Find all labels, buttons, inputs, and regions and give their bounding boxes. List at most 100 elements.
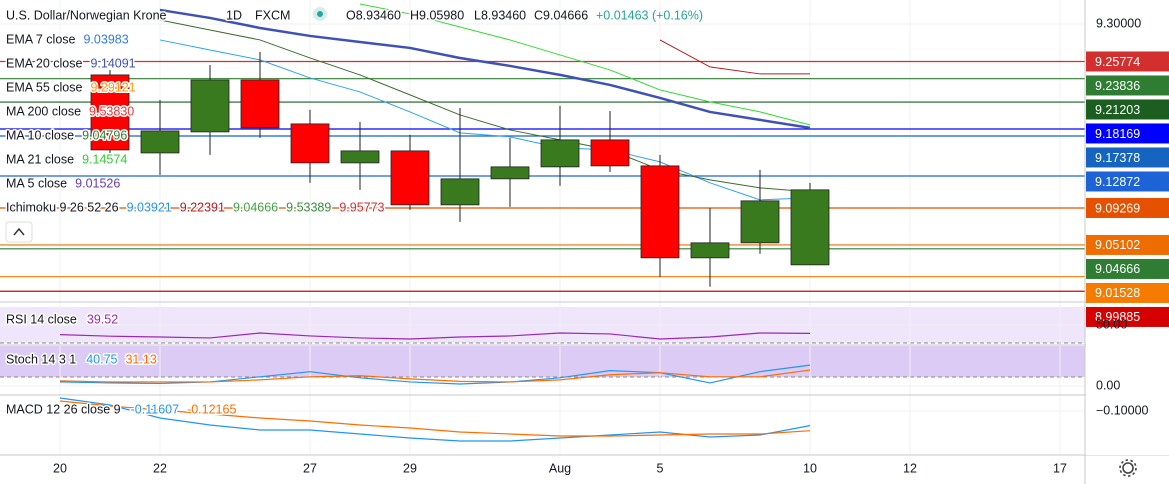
candle-body: [490, 166, 530, 180]
x-tick-label: 17: [1053, 461, 1067, 475]
price-label: 9.17378: [1095, 151, 1140, 165]
candle-body: [540, 139, 580, 168]
change: +0.01463 (+0.16%): [596, 8, 703, 22]
price-label-box: [1086, 197, 1169, 218]
price-label: 8.99885: [1095, 310, 1140, 324]
legend-name: EMA 20 close: [6, 56, 82, 70]
price-label: 9.09269: [1095, 201, 1140, 215]
legend-value: 9.03983: [83, 32, 128, 46]
legend-name: MA 200 close: [6, 104, 81, 118]
price-label-box: [1086, 147, 1169, 168]
candle-body: [640, 165, 680, 259]
candle-body: [190, 79, 230, 133]
legend-value: 9.29121: [90, 80, 135, 94]
indicator-line: [159, 39, 811, 201]
price-label-box: [1086, 99, 1169, 120]
legend-name: MA 10 close: [6, 128, 74, 142]
candle-body: [390, 150, 430, 206]
legend-name: MA 21 close: [6, 152, 74, 166]
price-label-box: [1086, 51, 1169, 72]
pane-value: -0.12165: [187, 402, 236, 416]
candle-body: [690, 242, 730, 259]
candle-body: [590, 139, 630, 167]
close: C9.04666: [534, 8, 588, 22]
gear-teeth[interactable]: [1119, 459, 1137, 477]
legend-value: 9.01526: [75, 176, 120, 190]
collapse-icon[interactable]: [13, 227, 25, 236]
low: L8.93460: [474, 8, 526, 22]
candle-body: [90, 74, 130, 151]
candle-body: [740, 200, 780, 244]
price-label: 9.18169: [1095, 127, 1140, 141]
y-tick-label: 9.30000: [1096, 16, 1141, 30]
x-tick-label: 22: [153, 461, 167, 475]
legend-name: MA 5 close: [6, 176, 67, 190]
price-label-box: [1086, 282, 1169, 303]
candle-body: [340, 150, 380, 164]
x-tick-label: Aug: [549, 461, 571, 475]
x-tick-label: 27: [303, 461, 317, 475]
candle-body: [440, 178, 480, 206]
price-label: 9.25774: [1095, 55, 1140, 69]
x-tick-label: 20: [53, 461, 67, 475]
legend-value: 9.14091: [90, 56, 135, 70]
indicator-line: [159, 8, 811, 130]
settings-button[interactable]: [1119, 459, 1137, 477]
legend-name: Ichimoku 9 26 52 26: [6, 200, 119, 214]
interval: 1D: [226, 8, 242, 22]
collapse-button[interactable]: [5, 221, 33, 243]
legend-name: EMA 55 close: [6, 80, 82, 94]
price-label-box: [1086, 171, 1169, 192]
x-tick-label: 5: [657, 461, 664, 475]
stoch-band: [0, 346, 1085, 377]
legend-value: 9.04796: [82, 128, 127, 142]
collapse-button-box[interactable]: [5, 221, 33, 243]
legend-name: EMA 7 close: [6, 32, 76, 46]
legend-value: 9.95773: [339, 200, 384, 214]
price-label: 9.01528: [1095, 286, 1140, 300]
price-label: 9.12872: [1095, 175, 1140, 189]
pane-title: RSI 14 close: [6, 312, 77, 326]
high: H9.05980: [410, 8, 464, 22]
y-tick-label: 50.00: [1096, 317, 1127, 331]
candle-body: [290, 123, 330, 164]
status-dot: [317, 11, 323, 17]
gear-icon[interactable]: [1122, 462, 1134, 474]
legend-value: 9.22391: [180, 200, 225, 214]
header: U.S. Dollar/Norwegian Krone 1D FXCM O8.9…: [5, 7, 705, 24]
indicator-line: [59, 369, 811, 383]
pane-title: Stoch 14 3 1: [6, 352, 76, 366]
x-tick-label: 29: [403, 461, 417, 475]
legend-value: 9.04666: [233, 200, 278, 214]
price-label: 9.05102: [1095, 238, 1140, 252]
legend-value: 9.03921: [127, 200, 172, 214]
price-label: 9.04666: [1095, 262, 1140, 276]
price-label-box: [1086, 123, 1169, 144]
indicator-line: [59, 400, 811, 437]
symbol: U.S. Dollar/Norwegian Krone: [6, 8, 167, 22]
legend-value: 9.14574: [82, 152, 127, 166]
price-label-box: [1086, 75, 1169, 96]
pane-value: 31.13: [125, 352, 156, 366]
candle-body: [140, 130, 180, 154]
price-label: 9.21203: [1095, 103, 1140, 117]
candle-body: [790, 189, 830, 266]
y-tick-label: 0.00: [1096, 378, 1120, 392]
price-label-box: [1086, 234, 1169, 255]
legend-value: 9.53389: [286, 200, 331, 214]
price-label: 9.23836: [1095, 79, 1140, 93]
legend-value: 9.53830: [89, 104, 134, 118]
source: FXCM: [255, 8, 290, 22]
y-tick-label: −0.10000: [1096, 403, 1149, 417]
x-tick-label: 12: [903, 461, 917, 475]
indicator-line: [359, 3, 811, 126]
x-tick-label: 10: [803, 461, 817, 475]
open: O8.93460: [346, 8, 401, 22]
indicator-line: [659, 39, 810, 75]
pane-value: 39.52: [87, 312, 118, 326]
pane-value: -0.11607: [131, 402, 179, 416]
indicator-line: [59, 332, 811, 340]
candle-body: [240, 79, 280, 129]
